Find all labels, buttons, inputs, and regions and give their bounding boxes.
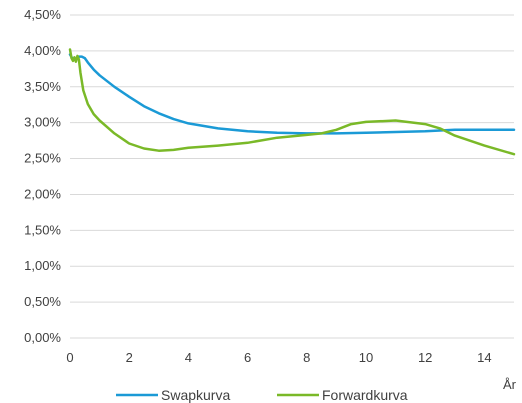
y-tick-label: 4,50% [24, 7, 61, 22]
y-tick-label: 2,00% [24, 186, 61, 201]
y-tick-label: 2,50% [24, 151, 61, 166]
x-tick-label: 2 [126, 350, 133, 365]
series-line-forwardkurva [68, 48, 516, 156]
gridlines [70, 14, 514, 303]
x-axis-ticks: 0 2 4 6 8 10 12 14 [66, 350, 491, 365]
x-tick-label: 12 [418, 350, 432, 365]
y-axis-ticks: 0,00% 0,50% 1,00% 1,50% 2,00% 2,50% 3,00% 3,50%… [24, 7, 61, 345]
y-tick-label: 1,00% [24, 258, 61, 273]
x-tick-label: 8 [303, 350, 310, 365]
y-tick-label: 0,50% [24, 294, 61, 309]
x-axis-label: År [503, 377, 517, 392]
legend-label: Forwardkurva [322, 387, 408, 403]
y-tick-label: 3,00% [24, 115, 61, 130]
y-tick-label: 0,00% [24, 330, 61, 345]
x-tick-label: 4 [185, 350, 192, 365]
legend-label: Swapkurva [161, 387, 230, 403]
x-tick-label: 0 [66, 350, 73, 365]
series-lines [68, 48, 516, 156]
x-tick-label: 6 [244, 350, 251, 365]
series-line-swapkurva [68, 53, 516, 135]
y-tick-label: 1,50% [24, 222, 61, 237]
x-tick-label: 10 [359, 350, 373, 365]
y-tick-label: 3,50% [24, 79, 61, 94]
y-tick-label: 4,00% [24, 43, 61, 58]
legend: Swapkurva Forwardkurva [116, 387, 408, 403]
x-tick-label: 14 [477, 350, 491, 365]
